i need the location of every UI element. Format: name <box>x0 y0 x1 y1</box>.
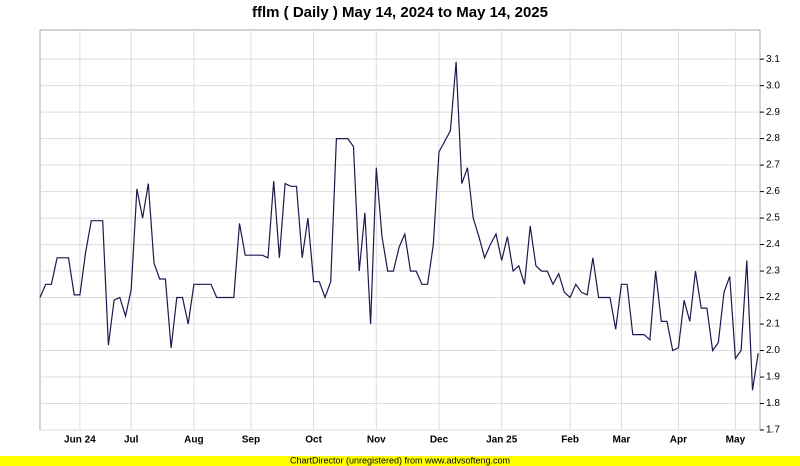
y-tick-label: 2.9 <box>766 107 780 118</box>
x-tick-label: Sep <box>242 435 260 446</box>
chart-title: fflm ( Daily ) May 14, 2024 to May 14, 2… <box>252 4 548 21</box>
footer-credit: ChartDirector (unregistered) from www.ad… <box>290 455 510 465</box>
y-tick-label: 1.9 <box>766 372 780 383</box>
y-tick-label: 2.2 <box>766 292 780 303</box>
x-tick-label: Feb <box>561 435 579 446</box>
price-line <box>39 61 759 391</box>
y-tick-label: 2.0 <box>766 345 780 356</box>
y-tick-label: 1.8 <box>766 398 780 409</box>
y-tick-label: 3.1 <box>766 54 780 65</box>
x-tick-label: Apr <box>670 435 687 446</box>
y-tick-label: 1.7 <box>766 425 780 436</box>
y-tick-label: 2.7 <box>766 160 780 171</box>
y-tick-label: 2.4 <box>766 239 780 250</box>
x-tick-label: Oct <box>305 435 322 446</box>
y-tick-label: 3.0 <box>766 80 780 91</box>
y-tick-label: 2.3 <box>766 266 780 277</box>
footer-bar <box>0 456 800 466</box>
x-tick-label: Aug <box>184 435 203 446</box>
plot-area <box>39 29 761 431</box>
y-tick-label: 2.1 <box>766 319 780 330</box>
x-tick-label: Dec <box>430 435 449 446</box>
y-tick-label: 2.6 <box>766 186 780 197</box>
x-tick-label: Jul <box>124 435 139 446</box>
x-tick-label: Mar <box>613 435 631 446</box>
y-tick-label: 2.5 <box>766 213 780 224</box>
x-tick-label: May <box>726 435 746 446</box>
x-tick-label: Jan 25 <box>486 435 518 446</box>
x-tick-label: Jun 24 <box>64 435 96 446</box>
y-tick-label: 2.8 <box>766 133 780 144</box>
x-tick-label: Nov <box>367 435 386 446</box>
